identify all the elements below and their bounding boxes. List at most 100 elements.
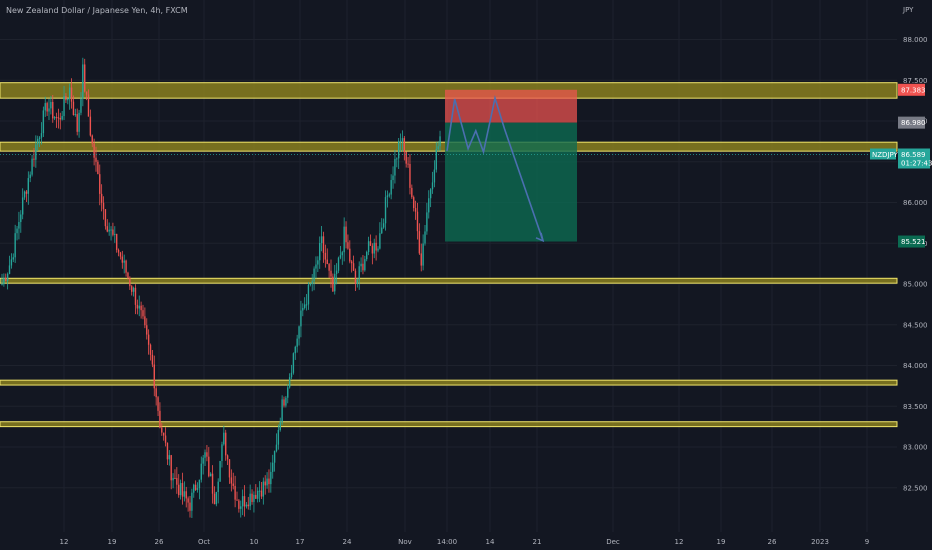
chart-title: New Zealand Dollar / Japanese Yen, 4h, F… <box>6 6 188 15</box>
candle-body <box>149 344 152 355</box>
candle-body <box>429 189 432 199</box>
candle-body <box>411 187 413 198</box>
zone-top-price: 87.383 <box>901 86 926 94</box>
candle-body <box>277 429 280 445</box>
candle-body <box>172 478 174 481</box>
candle-body <box>285 397 287 406</box>
candle-body <box>317 260 319 265</box>
y-tick-label: 85.000 <box>903 281 928 289</box>
candle-body <box>117 249 120 253</box>
stop-loss-zone[interactable] <box>445 89 577 123</box>
candle-body <box>166 442 169 460</box>
candle-body <box>5 278 7 282</box>
candle-body <box>366 251 368 260</box>
candle-body <box>176 478 178 485</box>
candle-body <box>428 198 430 213</box>
candle-body <box>358 266 360 280</box>
candle-body <box>16 228 18 234</box>
candle-body <box>93 143 95 158</box>
candle-body <box>97 161 99 175</box>
candle-body <box>420 253 422 266</box>
candle-body <box>12 257 14 260</box>
candle-body <box>388 194 390 196</box>
y-tick-label: 83.500 <box>903 403 928 411</box>
candle-body <box>300 310 302 327</box>
candle-body <box>67 98 69 101</box>
y-tick-label: 84.500 <box>903 321 928 329</box>
candle-body <box>347 242 349 249</box>
candle-body <box>307 284 310 305</box>
candle-body <box>61 116 63 120</box>
candle-body <box>132 287 135 292</box>
candle-body <box>288 377 291 388</box>
candle-body <box>330 270 332 277</box>
candle-body <box>258 490 261 492</box>
candle-body <box>70 87 73 102</box>
candle-body <box>399 140 402 142</box>
candle-body <box>183 491 186 497</box>
candle-body <box>147 334 150 345</box>
candle-body <box>136 304 139 309</box>
x-tick-label: Dec <box>606 538 620 546</box>
candle-body <box>392 175 394 181</box>
candle-body <box>219 461 221 482</box>
x-tick-label: 14 <box>486 538 495 546</box>
candle-body <box>138 305 140 309</box>
candle-body <box>108 229 110 232</box>
candle-body <box>379 233 381 249</box>
candle-body <box>240 506 242 509</box>
projection-arrow[interactable] <box>446 95 544 242</box>
candle-body <box>3 278 5 285</box>
candle-body <box>309 283 312 285</box>
candle-body <box>200 463 202 480</box>
last-price-value: 86.589 <box>901 151 926 159</box>
candle-body <box>350 261 353 264</box>
candle-body <box>63 95 65 117</box>
candle-body <box>217 481 219 492</box>
candle-body <box>102 202 105 210</box>
sr-zone <box>0 421 898 428</box>
candle-body <box>390 180 392 195</box>
arrow-layer[interactable] <box>446 95 545 243</box>
candle-body <box>362 263 364 271</box>
candle-body <box>418 231 421 254</box>
candle-body <box>407 163 409 165</box>
candle-body <box>313 268 315 282</box>
candle-body <box>424 231 426 244</box>
candle-body <box>157 397 159 411</box>
candle-body <box>194 484 197 490</box>
candle-body <box>146 325 148 335</box>
candle-body <box>112 229 114 235</box>
candle-body <box>223 432 225 445</box>
candle-body <box>50 101 52 109</box>
candle-body <box>168 455 171 460</box>
x-axis[interactable]: 12 19 26 Oct 10 17 24 Nov 14:00 14 21 Dec 12 19 26 2023… <box>60 538 870 546</box>
x-tick-label: 12 <box>675 538 684 546</box>
candle-body <box>232 483 234 486</box>
candle-body <box>320 236 323 244</box>
y-tick-label: 82.500 <box>903 484 928 492</box>
position-layer[interactable] <box>445 89 577 242</box>
x-tick-label: 14:00 <box>437 538 457 546</box>
candle-body <box>189 502 191 511</box>
candle-body <box>91 135 93 144</box>
candle-body <box>326 259 328 265</box>
candle-body <box>46 103 48 112</box>
sr-zone <box>0 277 898 284</box>
candle-body <box>243 496 246 507</box>
candle-body <box>403 138 406 152</box>
candle-body <box>125 260 127 273</box>
candle-body <box>127 272 129 278</box>
x-tick-label: 17 <box>296 538 305 546</box>
candle-body <box>161 427 163 433</box>
candle-body <box>20 214 22 223</box>
candle-body <box>431 182 434 190</box>
candle-body <box>153 364 155 389</box>
take-profit-zone[interactable] <box>445 122 577 242</box>
candle-body <box>275 444 278 452</box>
candle-body <box>202 457 204 464</box>
candle-body <box>360 263 362 267</box>
